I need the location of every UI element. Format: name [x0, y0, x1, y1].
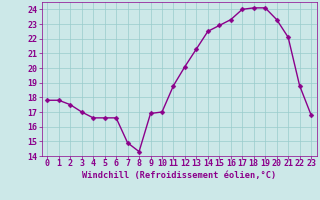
X-axis label: Windchill (Refroidissement éolien,°C): Windchill (Refroidissement éolien,°C) — [82, 171, 276, 180]
